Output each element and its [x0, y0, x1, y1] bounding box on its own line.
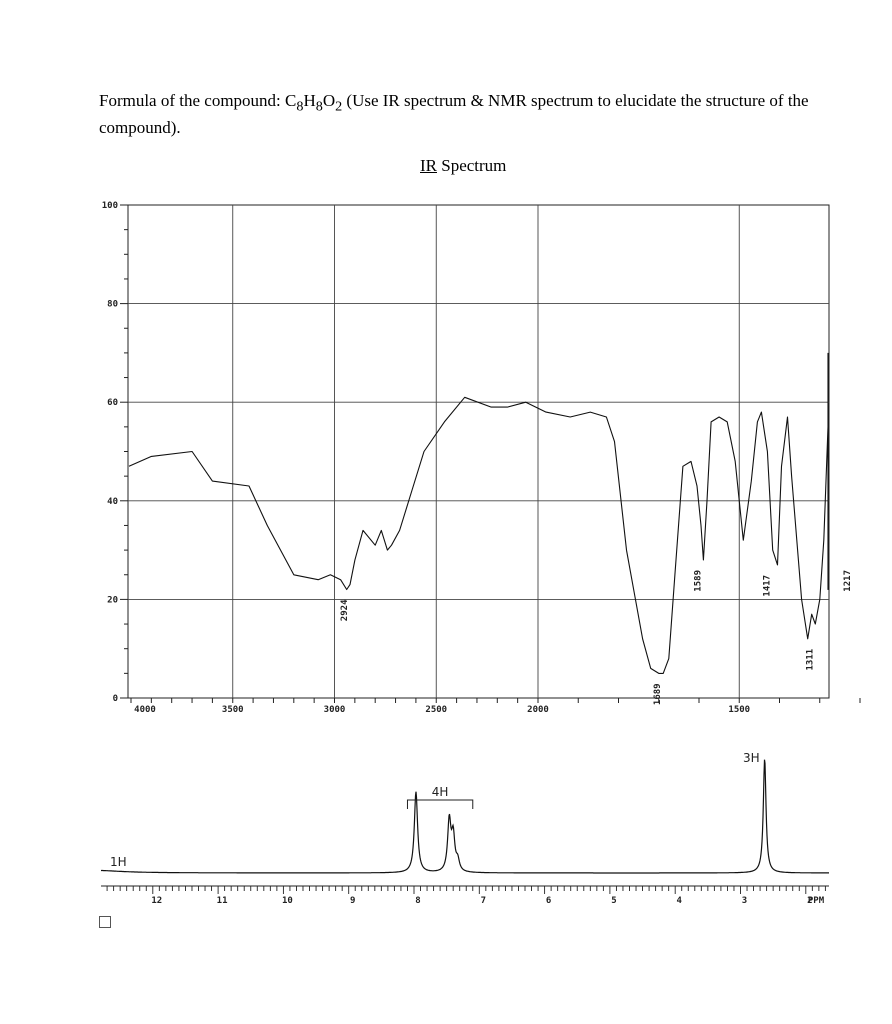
ir-y-tick-label: 40 — [107, 497, 118, 507]
ir-peak-label: 2924 — [340, 599, 350, 621]
ir-peak-label: 1217 — [843, 570, 853, 592]
ir-x-tick-label: 3000 — [324, 705, 346, 715]
nmr-x-tick-label: 2 — [807, 896, 812, 906]
nmr-unit-label: PPM — [808, 896, 825, 906]
nmr-x-tick-label: 4 — [676, 896, 682, 906]
answer-checkbox[interactable] — [99, 916, 111, 928]
nmr-x-tick-label: 9 — [350, 896, 355, 906]
ir-trace — [128, 352, 829, 674]
nmr-x-tick-label: 10 — [282, 896, 293, 906]
nmr-x-tick-label: 8 — [415, 896, 420, 906]
ir-peak-label: 1589 — [693, 570, 703, 592]
ir-x-tick-label: 2500 — [425, 705, 447, 715]
nmr-integration-label: 4H — [432, 785, 449, 799]
nmr-integration-bracket — [406, 799, 474, 809]
ir-x-tick-label: 4000 — [134, 705, 156, 715]
nmr-x-tick-label: 5 — [611, 896, 616, 906]
question-text: Formula of the compound: C8H8O2 (Use IR … — [99, 91, 809, 138]
nmr-x-tick-label: 7 — [481, 896, 486, 906]
ir-y-tick-label: 80 — [107, 300, 118, 310]
ir-peak-label: 1689 — [653, 683, 663, 705]
ir-spectrum-chart: 0204060801004000350030002500200015001000… — [102, 201, 861, 715]
ir-x-tick-label: 3500 — [222, 705, 244, 715]
nmr-trace — [101, 759, 829, 874]
nmr-x-tick-label: 11 — [217, 896, 228, 906]
ir-y-tick-label: 100 — [102, 201, 118, 211]
nmr-peak-label: 3H — [743, 751, 760, 765]
ir-peak-label: 1311 — [805, 649, 815, 671]
ir-y-tick-label: 0 — [113, 694, 118, 704]
nmr-x-tick-label: 12 — [151, 896, 162, 906]
ir-x-tick-label: 1500 — [728, 705, 750, 715]
ir-spectrum-title: IR Spectrum — [420, 156, 507, 175]
nmr-peak-label: 1H — [110, 855, 127, 869]
nmr-x-tick-label: 6 — [546, 896, 551, 906]
ir-peak-label: 1417 — [763, 575, 773, 597]
ir-y-tick-label: 20 — [107, 595, 118, 605]
nmr-x-tick-label: 3 — [742, 896, 747, 906]
ir-y-tick-label: 60 — [107, 398, 118, 408]
ir-x-tick-label: 2000 — [527, 705, 549, 715]
